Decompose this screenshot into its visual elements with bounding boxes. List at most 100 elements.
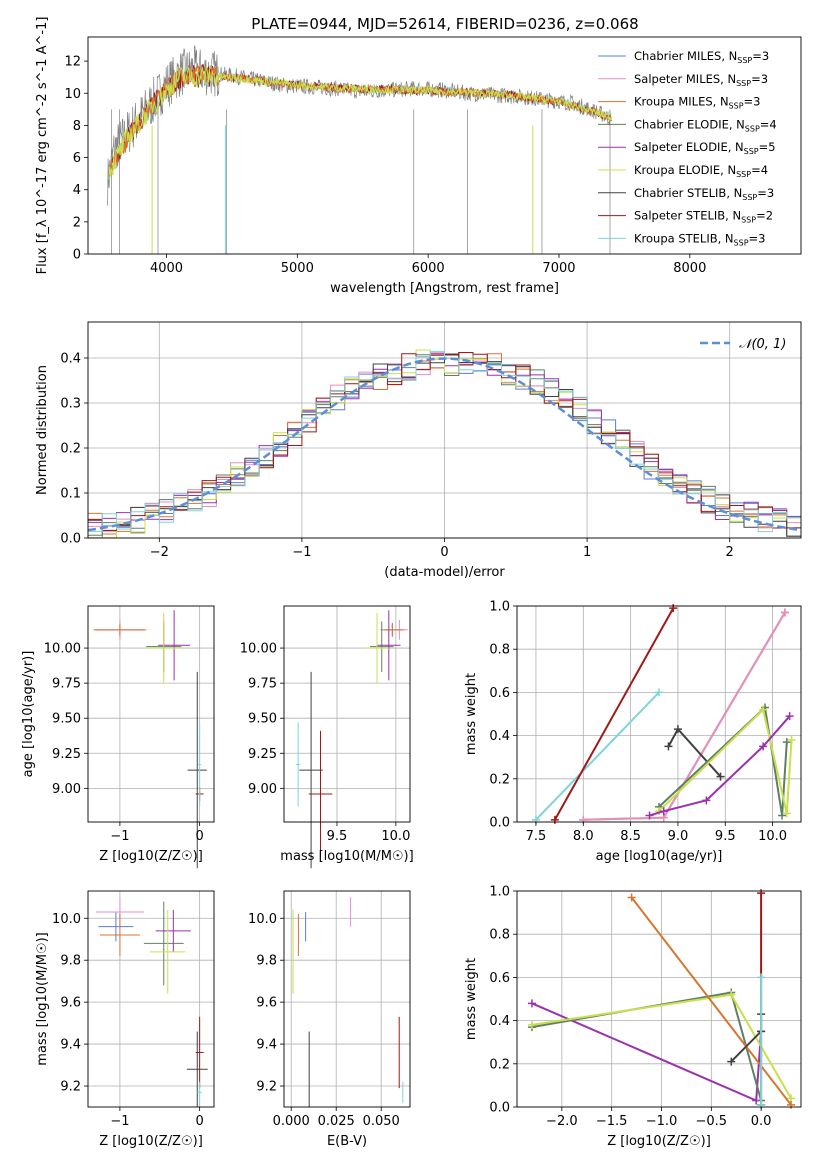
y-tick-label: 9.00 bbox=[248, 782, 277, 797]
y-tick-label: 9.8 bbox=[60, 954, 81, 969]
x-tick-label: 9.5 bbox=[715, 829, 736, 844]
histogram-frame bbox=[87, 321, 802, 539]
y-tick-label: 9.4 bbox=[60, 1038, 81, 1053]
x-tick-label: 0.0 bbox=[751, 1114, 772, 1129]
salpeter_stelib-line bbox=[554, 607, 675, 821]
plus-marker bbox=[727, 990, 736, 999]
mass_vs_Z-frame bbox=[87, 890, 215, 1108]
y-axis-label: Normed distribution bbox=[35, 365, 50, 495]
x-axis-label: E(B-V) bbox=[327, 1134, 367, 1149]
y-tick-label: 2 bbox=[73, 215, 81, 230]
mass_weight_vs_Z-panel: −2.0 −1.5 −1.0 −0.5 0.0 0.0 0.2 0.4 0.6 0.8 1.0 Z [… bbox=[464, 885, 802, 1149]
plus-marker bbox=[778, 811, 787, 820]
plus-marker bbox=[780, 608, 789, 617]
y-tick-label: 9.8 bbox=[256, 954, 277, 969]
age_vs_mass-frame bbox=[283, 605, 411, 823]
x-axis-label: (data-model)/error bbox=[384, 565, 505, 580]
kroupa_stelib-point bbox=[197, 1081, 203, 1103]
y-tick-label: 10.00 bbox=[44, 642, 81, 657]
x-tick-label: 9.0 bbox=[668, 829, 689, 844]
y-axis-label: mass weight bbox=[464, 673, 479, 755]
x-tick-label: 6000 bbox=[412, 261, 445, 276]
plus-marker bbox=[702, 796, 711, 805]
legend-entry: 𝒩(0, 1) bbox=[739, 337, 786, 352]
age_vs_mass-panel: 9.5 10.0 9.00 9.25 9.50 9.75 10.00 mass [log10(… bbox=[240, 605, 414, 869]
y-tick-label: 9.6 bbox=[60, 996, 81, 1011]
plus-marker bbox=[787, 1100, 796, 1109]
y-axis-label: Flux [f_λ 10^-17 erg cm^-2 s^-1 A^-1] bbox=[35, 17, 50, 275]
panels: 4000 5000 6000 7000 8000024681012wavelength … bbox=[21, 17, 802, 1149]
kroupa_miles-point bbox=[380, 624, 405, 636]
x-tick-label: 0 bbox=[440, 545, 448, 560]
residual_histogram-panel: −2 −1 0 1 2 0.0 0.1 0.2 0.3 0.4 (data-model)/error… bbox=[35, 321, 802, 580]
age_vs_mass-grid bbox=[284, 606, 410, 822]
chabrier_elodie-series bbox=[655, 703, 791, 820]
y-tick-label: 6 bbox=[73, 151, 81, 166]
y-tick-label: 0.2 bbox=[489, 1057, 510, 1072]
chabrier_elodie-series bbox=[527, 988, 766, 1105]
plus-marker bbox=[759, 705, 768, 714]
plus-marker bbox=[757, 973, 766, 982]
x-tick-label: −2 bbox=[150, 545, 169, 560]
plus-marker bbox=[645, 811, 654, 820]
mass_vs_Z-grid bbox=[88, 891, 214, 1107]
y-axis-label: mass [log10(M/M☉)] bbox=[35, 932, 50, 1065]
x-tick-label: 8.5 bbox=[620, 829, 641, 844]
spectrum-panel: 4000 5000 6000 7000 8000 0 2 4 6 8 10 12 wavelength … bbox=[35, 17, 802, 296]
mass_weight_vs_age-panel: 7.5 8.0 8.5 9.0 9.5 10.0 0.0 0.2 0.4 0.6 0.8 1.0 age… bbox=[464, 600, 802, 864]
kroupa_elodie-point bbox=[146, 613, 182, 684]
chabrier_elodie-line bbox=[531, 991, 763, 1101]
x-axis-label: Z [log10(Z/Z☉)] bbox=[99, 849, 203, 864]
y-tick-label: 0.4 bbox=[489, 1014, 510, 1029]
figure-title: PLATE=0944, MJD=52614, FIBERID=0236, z=0… bbox=[251, 15, 638, 33]
plus-marker bbox=[782, 809, 791, 818]
x-tick-label: 8000 bbox=[673, 261, 706, 276]
kroupa_elodie-line bbox=[658, 707, 793, 814]
plus-marker bbox=[782, 738, 791, 747]
plus-marker bbox=[673, 725, 682, 734]
mass_vs_Z-plot bbox=[95, 897, 208, 1107]
plus-marker bbox=[785, 712, 794, 721]
plus-marker bbox=[550, 815, 559, 824]
y-tick-label: 0.1 bbox=[60, 487, 81, 502]
x-axis-label: wavelength [Angstrom, rest frame] bbox=[330, 281, 559, 296]
y-tick-label: 1.0 bbox=[489, 885, 510, 900]
y-tick-label: 0.8 bbox=[489, 643, 510, 658]
x-tick-label: −1.0 bbox=[646, 1114, 678, 1129]
data-spectrum-line bbox=[107, 45, 612, 206]
y-tick-label: 9.2 bbox=[256, 1080, 277, 1095]
y-tick-label: 0.3 bbox=[60, 397, 81, 412]
legend-entry: Salpeter MILES, NSSP=3 bbox=[634, 72, 768, 88]
y-tick-label: 9.25 bbox=[52, 747, 81, 762]
y-tick-label: 0 bbox=[73, 248, 81, 263]
x-tick-label: 0.025 bbox=[318, 1114, 355, 1129]
chabrier_stelib-point bbox=[186, 1031, 208, 1107]
y-tick-label: 0.6 bbox=[489, 686, 510, 701]
x-tick-label: 0 bbox=[196, 1114, 204, 1129]
y-tick-label: 0.0 bbox=[489, 1101, 510, 1116]
salpeter_elodie-point bbox=[377, 610, 401, 681]
x-tick-label: −1.5 bbox=[596, 1114, 628, 1129]
kroupa_elodie-series bbox=[655, 705, 796, 818]
y-tick-label: 0.8 bbox=[489, 928, 510, 943]
y-axis-label: age [log10(age/yr)] bbox=[21, 651, 36, 778]
y-tick-label: 10 bbox=[64, 87, 81, 102]
x-tick-label: 7000 bbox=[542, 261, 575, 276]
x-axis-label: age [log10(age/yr)] bbox=[596, 849, 723, 864]
y-tick-label: 0.2 bbox=[489, 772, 510, 787]
y-tick-label: 9.00 bbox=[52, 782, 81, 797]
plus-marker bbox=[727, 1057, 736, 1066]
salpeter_elodie-point bbox=[158, 610, 191, 681]
y-tick-label: 12 bbox=[64, 55, 81, 70]
x-tick-label: −1 bbox=[292, 545, 311, 560]
y-tick-label: 10.0 bbox=[52, 912, 81, 927]
mass_weight_vs_Z-plot bbox=[527, 889, 796, 1109]
spectrum-frame bbox=[87, 36, 802, 255]
kroupa_elodie-model-line bbox=[108, 65, 612, 180]
x-axis-label: mass [log10(M/M☉)] bbox=[280, 849, 413, 864]
legend-entry: Chabrier MILES, NSSP=3 bbox=[634, 49, 769, 65]
plus-marker bbox=[787, 735, 796, 744]
plus-marker bbox=[627, 893, 636, 902]
legend-entry: Kroupa ELODIE, NSSP=4 bbox=[634, 163, 768, 179]
